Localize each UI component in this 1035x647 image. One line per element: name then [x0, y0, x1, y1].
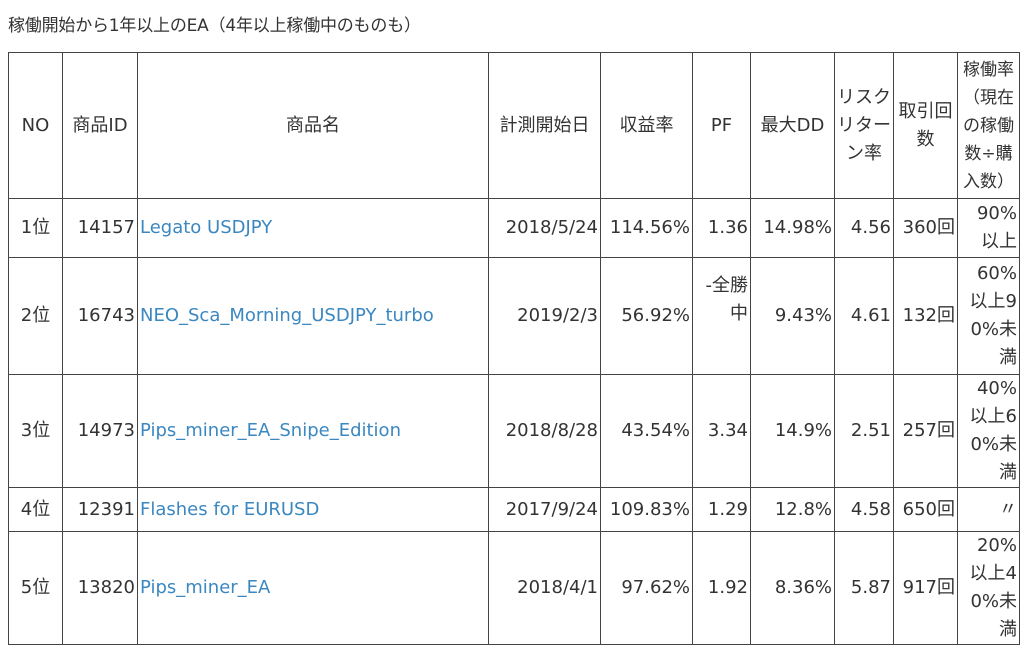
- product-link[interactable]: Pips_miner_EA_Snipe_Edition: [140, 420, 401, 441]
- product-link[interactable]: Pips_miner_EA: [140, 577, 271, 598]
- header-operation-rate: 稼働率（現在の稼働数÷購入数）: [957, 52, 1020, 199]
- header-profit-rate: 収益率: [600, 52, 693, 199]
- table-row: 1位 14157 Legato USDJPY 2018/5/24 114.56%…: [8, 198, 1020, 258]
- product-name-cell: Pips_miner_EA: [137, 531, 489, 645]
- header-start-date: 計測開始日: [488, 52, 601, 199]
- start-date-cell: 2018/4/1: [488, 531, 601, 645]
- product-id-cell: 13820: [62, 531, 138, 645]
- table-row: 5位 13820 Pips_miner_EA 2018/4/1 97.62% 1…: [8, 531, 1020, 645]
- pf-cell: 1.36: [692, 198, 751, 258]
- trades-cell: 257回: [893, 374, 958, 488]
- risk-return-cell: 4.61: [834, 257, 894, 375]
- risk-return-cell: 2.51: [834, 374, 894, 488]
- header-product-id: 商品ID: [62, 52, 138, 199]
- max-dd-cell: 12.8%: [750, 487, 835, 532]
- table-row: 3位 14973 Pips_miner_EA_Snipe_Edition 201…: [8, 374, 1020, 488]
- pf-cell: -全勝中: [692, 257, 751, 375]
- trades-cell: 360回: [893, 198, 958, 258]
- product-link[interactable]: NEO_Sca_Morning_USDJPY_turbo: [140, 305, 434, 326]
- product-id-cell: 16743: [62, 257, 138, 375]
- header-pf: PF: [692, 52, 751, 199]
- start-date-cell: 2017/9/24: [488, 487, 601, 532]
- product-name-cell: NEO_Sca_Morning_USDJPY_turbo: [137, 257, 489, 375]
- rank-cell: 5位: [8, 531, 63, 645]
- risk-return-cell: 4.56: [834, 198, 894, 258]
- table-row: 4位 12391 Flashes for EURUSD 2017/9/24 10…: [8, 487, 1020, 532]
- max-dd-cell: 14.98%: [750, 198, 835, 258]
- start-date-cell: 2018/8/28: [488, 374, 601, 488]
- risk-return-cell: 5.87: [834, 531, 894, 645]
- pf-cell: 1.29: [692, 487, 751, 532]
- operation-rate-cell: 20%以上40%未満: [957, 531, 1020, 645]
- header-max-dd: 最大DD: [750, 52, 835, 199]
- header-product-name: 商品名: [137, 52, 489, 199]
- rank-cell: 4位: [8, 487, 63, 532]
- profit-rate-cell: 109.83%: [600, 487, 693, 532]
- trades-cell: 650回: [893, 487, 958, 532]
- operation-rate-cell: 40%以上60%未満: [957, 374, 1020, 488]
- max-dd-cell: 8.36%: [750, 531, 835, 645]
- product-name-cell: Legato USDJPY: [137, 198, 489, 258]
- operation-rate-cell: 〃: [957, 487, 1020, 532]
- risk-return-cell: 4.58: [834, 487, 894, 532]
- profit-rate-cell: 43.54%: [600, 374, 693, 488]
- product-id-cell: 14157: [62, 198, 138, 258]
- rank-cell: 2位: [8, 257, 63, 375]
- product-link[interactable]: Legato USDJPY: [140, 217, 273, 238]
- rank-cell: 1位: [8, 198, 63, 258]
- profit-rate-cell: 56.92%: [600, 257, 693, 375]
- profit-rate-cell: 97.62%: [600, 531, 693, 645]
- profit-rate-cell: 114.56%: [600, 198, 693, 258]
- trades-cell: 917回: [893, 531, 958, 645]
- header-risk-return: リスクリターン率: [834, 52, 894, 199]
- max-dd-cell: 14.9%: [750, 374, 835, 488]
- product-name-cell: Pips_miner_EA_Snipe_Edition: [137, 374, 489, 488]
- product-id-cell: 14973: [62, 374, 138, 488]
- ea-ranking-table: NO 商品ID 商品名 計測開始日 収益率 PF 最大DD リスクリターン率 取…: [8, 52, 1020, 645]
- pf-cell: 1.92: [692, 531, 751, 645]
- max-dd-cell: 9.43%: [750, 257, 835, 375]
- rank-cell: 3位: [8, 374, 63, 488]
- trades-cell: 132回: [893, 257, 958, 375]
- product-id-cell: 12391: [62, 487, 138, 532]
- start-date-cell: 2018/5/24: [488, 198, 601, 258]
- start-date-cell: 2019/2/3: [488, 257, 601, 375]
- product-link[interactable]: Flashes for EURUSD: [140, 498, 320, 520]
- pf-cell: 3.34: [692, 374, 751, 488]
- header-no: NO: [8, 52, 63, 199]
- operation-rate-cell: 60%以上90%未満: [957, 257, 1020, 375]
- table-header-row: NO 商品ID 商品名 計測開始日 収益率 PF 最大DD リスクリターン率 取…: [8, 52, 1020, 199]
- product-name-cell: Flashes for EURUSD: [137, 487, 489, 532]
- table-row: 2位 16743 NEO_Sca_Morning_USDJPY_turbo 20…: [8, 257, 1020, 375]
- table-caption: 稼働開始から1年以上のEA（4年以上稼働中のものも）: [8, 16, 421, 36]
- operation-rate-cell: 90%以上: [957, 198, 1020, 258]
- header-trades: 取引回数: [893, 52, 958, 199]
